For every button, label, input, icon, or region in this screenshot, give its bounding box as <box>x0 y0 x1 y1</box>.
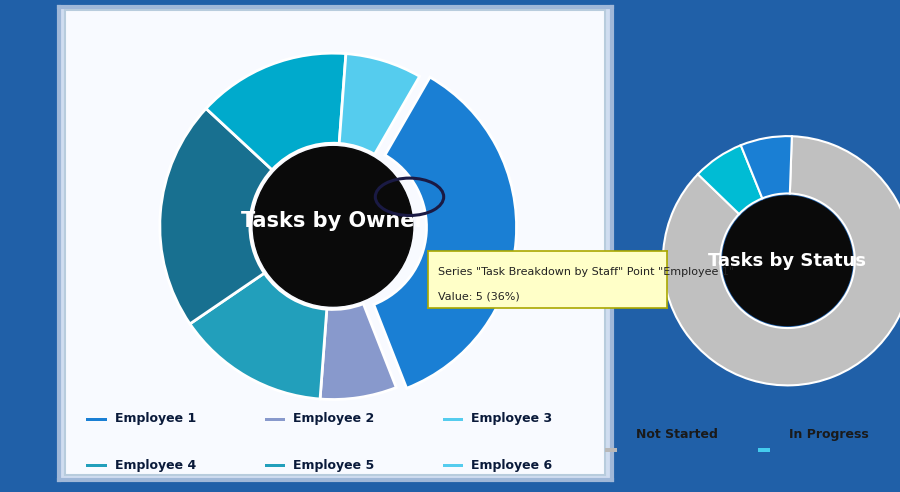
Text: Value: 5 (36%): Value: 5 (36%) <box>438 292 519 302</box>
Text: Employee 5: Employee 5 <box>293 459 374 471</box>
Bar <box>605 448 617 452</box>
Text: Employee 4: Employee 4 <box>115 459 196 471</box>
Circle shape <box>723 196 852 326</box>
Circle shape <box>253 147 413 306</box>
Wedge shape <box>206 53 346 170</box>
Wedge shape <box>320 304 396 400</box>
Wedge shape <box>741 136 792 198</box>
Text: Employee 3: Employee 3 <box>472 412 553 426</box>
Text: Series "Task Breakdown by Staff" Point "Employee 1": Series "Task Breakdown by Staff" Point "… <box>438 267 734 277</box>
Bar <box>758 448 770 452</box>
Text: Tasks by Status: Tasks by Status <box>708 252 867 270</box>
Text: Employee 1: Employee 1 <box>115 412 196 426</box>
Bar <box>265 418 285 421</box>
Wedge shape <box>698 145 762 214</box>
Text: Employee 2: Employee 2 <box>293 412 374 426</box>
Text: In Progress: In Progress <box>788 428 868 441</box>
Bar <box>265 464 285 467</box>
Wedge shape <box>339 54 419 154</box>
Wedge shape <box>663 136 900 385</box>
Wedge shape <box>190 273 327 399</box>
Bar <box>443 418 464 421</box>
Text: Employee 6: Employee 6 <box>472 459 553 471</box>
Text: Not Started: Not Started <box>635 428 717 441</box>
Bar <box>86 418 107 421</box>
Wedge shape <box>160 109 272 324</box>
Text: Tasks by Owner: Tasks by Owner <box>241 211 425 231</box>
Wedge shape <box>374 77 517 388</box>
Bar <box>86 464 107 467</box>
Bar <box>443 464 464 467</box>
